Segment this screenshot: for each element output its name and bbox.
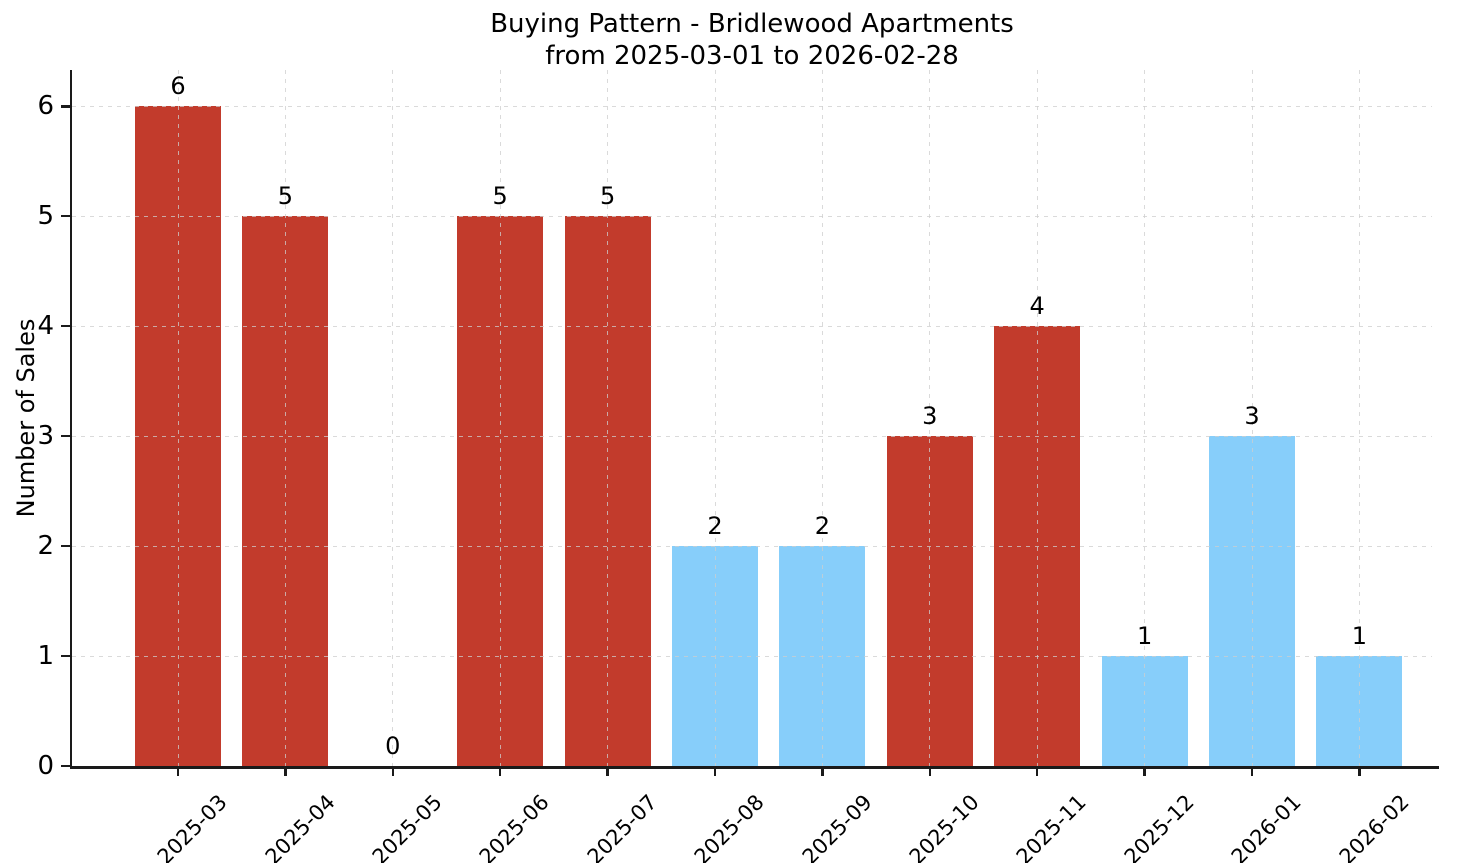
chart-title-block: Buying Pattern - Bridlewood Apartments f…	[72, 8, 1432, 72]
gridline-horizontal	[72, 105, 1432, 107]
gridline-horizontal	[72, 545, 1432, 547]
gridline-vertical	[929, 70, 931, 766]
bar-value-label: 4	[1029, 292, 1045, 321]
x-axis-tick	[284, 766, 287, 776]
bar-value-label: 1	[1351, 622, 1368, 651]
x-axis-tick	[713, 766, 717, 776]
gridline-horizontal	[72, 325, 1432, 327]
gridline-vertical	[284, 70, 286, 766]
gridline-vertical	[607, 70, 609, 766]
bar-value-label: 3	[922, 402, 938, 431]
bar-value-label: 0	[385, 732, 401, 760]
gridline-horizontal	[72, 435, 1432, 437]
y-axis-tick	[60, 214, 70, 218]
x-axis-tick	[1250, 766, 1254, 776]
x-tick-label-text: 2025-06	[475, 790, 555, 863]
y-axis-tick	[60, 324, 70, 328]
x-axis-tick	[821, 766, 824, 776]
y-axis-tick	[60, 654, 70, 658]
gridline-vertical	[177, 70, 179, 766]
y-tick-label: 1	[37, 641, 54, 672]
y-tick-label: 3	[37, 421, 54, 452]
x-tick-label-text: 2025-03	[152, 790, 232, 863]
x-tick-label-text: 2025-09	[797, 790, 877, 863]
x-axis-tick	[498, 766, 502, 776]
y-axis-tick	[60, 105, 70, 108]
x-tick-label-text: 2026-02	[1334, 790, 1414, 863]
bar-value-label: 2	[707, 512, 723, 541]
y-axis-tick	[60, 434, 70, 438]
y-axis-tick	[60, 764, 70, 768]
y-axis-label: Number of Sales	[12, 318, 40, 518]
y-axis-tick	[60, 544, 70, 548]
bar-value-label: 2	[814, 512, 831, 541]
x-tick-label-text: 2026-01	[1226, 790, 1306, 863]
x-tick-label-text: 2025-11	[1012, 790, 1092, 863]
y-axis-line	[69, 70, 72, 769]
x-axis-line	[69, 766, 1439, 769]
gridline-vertical	[499, 70, 501, 766]
y-tick-label: 5	[37, 201, 54, 232]
bar-value-label: 5	[599, 182, 616, 211]
x-tick-label-text: 2025-07	[582, 790, 662, 863]
gridline-vertical	[714, 70, 716, 766]
plot-area: 0 1 2 3 4 5 6 2025-03 2025-04 2025-05 2025-06 2025-…	[37, 70, 1439, 863]
chart-subtitle: from 2025-03-01 to 2026-02-28	[545, 41, 959, 71]
x-tick-label-text: 2025-08	[689, 790, 769, 863]
x-axis-tick	[1358, 766, 1361, 776]
x-axis-tick	[176, 766, 180, 776]
x-axis-tick	[606, 766, 609, 776]
gridline-horizontal	[72, 215, 1432, 217]
bar-value-label: 5	[492, 182, 508, 211]
x-tick-label-text: 2025-05	[367, 790, 447, 863]
bar-value-label: 6	[170, 72, 186, 101]
gridline-vertical	[821, 70, 823, 766]
x-axis-tick	[1143, 766, 1146, 776]
y-tick-label: 4	[37, 311, 54, 342]
bar-value-label: 5	[277, 182, 294, 211]
x-tick-label-text: 2025-10	[904, 790, 984, 863]
gridline-horizontal	[72, 655, 1432, 657]
y-tick-label: 0	[37, 751, 54, 781]
y-tick-label: 2	[37, 531, 54, 562]
x-axis-tick	[1035, 766, 1039, 776]
gridline-vertical	[1036, 70, 1038, 766]
x-tick-label-text: 2025-04	[260, 790, 340, 863]
gridline-vertical	[1251, 70, 1253, 766]
bar-value-label: 3	[1244, 402, 1260, 431]
gridline-vertical	[1144, 70, 1146, 766]
y-tick-label: 6	[37, 91, 54, 122]
x-axis-tick	[928, 766, 932, 776]
chart-title: Buying Pattern - Bridlewood Apartments	[490, 9, 1014, 39]
x-tick-label-text: 2025-12	[1119, 790, 1199, 863]
x-axis-tick	[391, 766, 395, 776]
gridline-vertical	[1358, 70, 1360, 766]
bar-value-label: 1	[1136, 622, 1153, 651]
gridline-vertical	[392, 70, 394, 766]
